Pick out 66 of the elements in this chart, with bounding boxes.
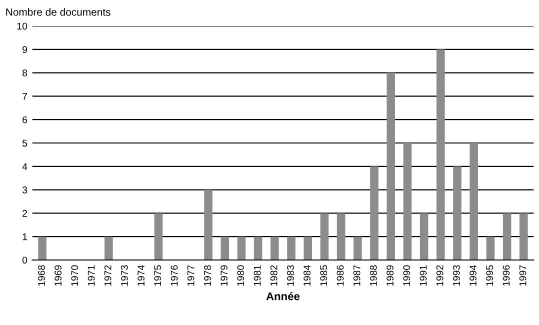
x-tick-label: 1974	[138, 265, 144, 286]
bar	[486, 236, 495, 260]
bar	[370, 166, 378, 260]
y-tick-label: 9	[22, 46, 28, 54]
x-tick-label: 1976	[170, 265, 178, 286]
bar	[254, 236, 262, 260]
x-tick-label: 1969	[54, 265, 62, 286]
bar	[204, 190, 212, 260]
x-tick-label: 1972	[104, 265, 112, 286]
bar	[104, 236, 113, 260]
y-tick-label: 1	[22, 233, 28, 240]
y-axis-title: Nombre de documents	[6, 8, 110, 16]
bar	[403, 143, 412, 260]
x-tick-label: 1986	[336, 265, 344, 286]
bar	[470, 143, 478, 260]
x-tick-label: 1989	[386, 265, 394, 286]
x-tick-label: 1997	[519, 265, 526, 286]
bar	[38, 236, 46, 260]
x-tick-label: 1971	[88, 265, 95, 286]
x-tick-label: 1977	[187, 265, 194, 286]
x-tick-label: 1970	[71, 265, 78, 286]
bar	[270, 236, 279, 260]
y-tick-label: 2	[22, 210, 27, 217]
bar	[420, 213, 428, 260]
x-axis-title: Année	[266, 292, 300, 300]
bar	[453, 166, 462, 260]
y-tick-label: 5	[22, 140, 28, 147]
y-tick-label: 0	[22, 256, 28, 264]
bar	[354, 236, 362, 260]
x-tick-label: 1988	[370, 265, 377, 286]
x-tick-label: 1982	[270, 265, 278, 286]
y-tick-label: 6	[22, 116, 28, 124]
bar	[304, 236, 312, 260]
bar	[386, 72, 396, 260]
bar	[237, 236, 246, 260]
x-tick-label: 1979	[220, 265, 228, 286]
y-tick-label: 10	[17, 22, 28, 30]
x-tick-label: 1985	[320, 265, 328, 286]
x-tick-label: 1993	[452, 265, 460, 286]
x-tick-label: 1994	[470, 265, 476, 286]
x-tick-label: 1983	[287, 265, 294, 286]
bar	[154, 213, 163, 260]
bar	[520, 213, 528, 260]
x-tick-label: 1996	[502, 265, 510, 286]
bar	[220, 236, 230, 260]
y-tick-label: 3	[22, 186, 28, 194]
x-tick-label: 1995	[486, 265, 494, 286]
x-tick-label: 1987	[353, 265, 360, 286]
x-tick-label: 1978	[204, 265, 211, 286]
bar	[502, 213, 512, 260]
y-tick-label: 8	[22, 70, 28, 76]
bar	[436, 49, 445, 260]
bar	[336, 213, 346, 260]
y-tick-label: 4	[22, 163, 28, 170]
x-tick-label: 1990	[403, 265, 410, 286]
x-tick-label: 1980	[237, 265, 244, 286]
bar	[287, 236, 296, 260]
y-tick-label: 7	[22, 93, 27, 100]
x-tick-label: 1975	[154, 265, 162, 286]
x-tick-label: 1981	[254, 265, 261, 286]
x-tick-label: 1991	[420, 265, 427, 286]
x-tick-label: 1973	[121, 265, 128, 286]
x-tick-label: 1968	[38, 265, 45, 286]
bar	[320, 213, 329, 260]
x-tick-label: 1984	[304, 265, 310, 286]
x-tick-label: 1992	[436, 265, 444, 286]
